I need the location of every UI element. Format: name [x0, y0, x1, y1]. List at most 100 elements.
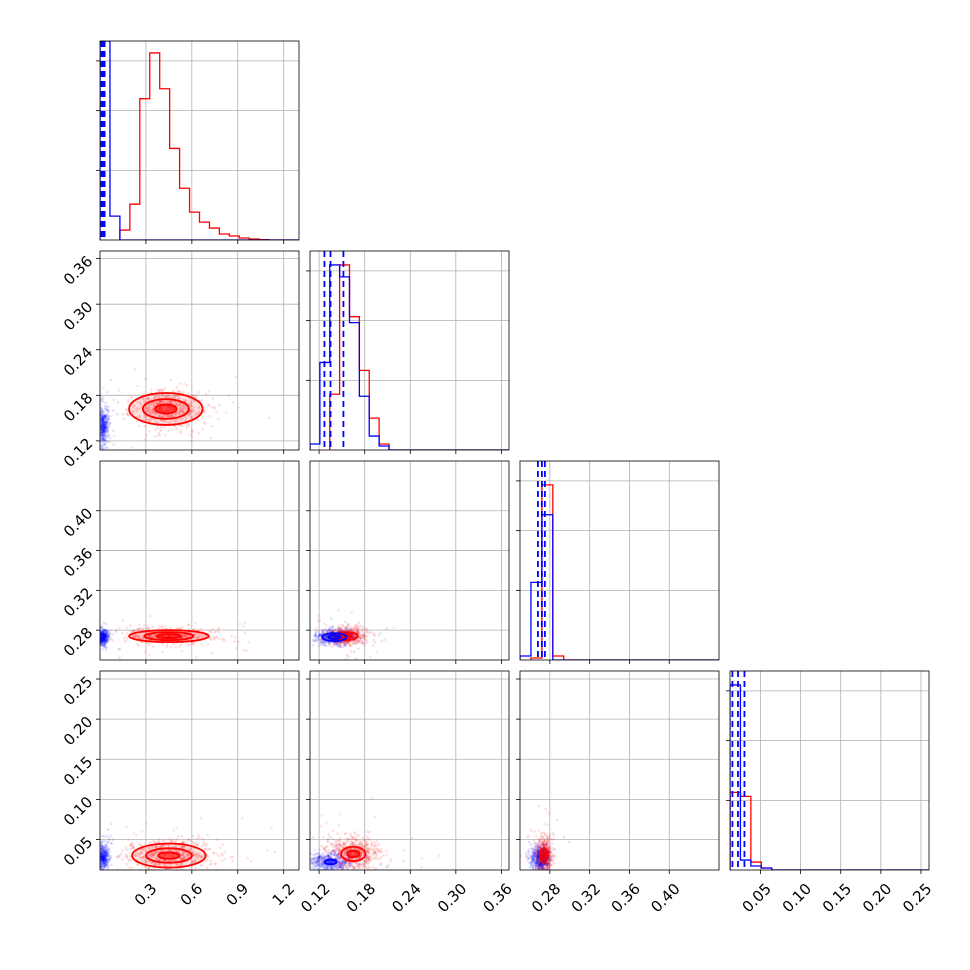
sample-point	[335, 642, 338, 645]
sample-point	[234, 376, 238, 379]
sample-point	[106, 634, 110, 637]
sample-point	[100, 434, 104, 437]
sample-point	[207, 847, 211, 851]
sample-point	[356, 628, 360, 631]
sample-point	[150, 855, 153, 858]
sample-point	[104, 430, 107, 433]
sample-point	[178, 645, 181, 648]
sample-point	[101, 418, 104, 422]
sample-point	[326, 628, 330, 632]
sample-point	[100, 424, 102, 427]
sample-point	[127, 865, 131, 869]
sample-point	[102, 429, 105, 432]
sample-point	[97, 457, 100, 460]
sample-point	[214, 630, 218, 633]
sample-point	[343, 643, 346, 647]
sample-point	[101, 416, 104, 419]
sample-point	[100, 858, 104, 861]
sample-point	[102, 426, 105, 430]
sample-point	[348, 643, 352, 646]
sample-point	[179, 406, 183, 410]
sample-point	[192, 853, 195, 857]
sample-point	[176, 627, 179, 630]
sample-point	[156, 402, 159, 406]
sample-point	[363, 845, 367, 848]
sample-point	[205, 848, 209, 851]
sample-point	[104, 637, 107, 641]
sample-point	[100, 427, 103, 431]
sample-point	[101, 858, 104, 862]
sample-point	[104, 852, 108, 855]
sample-point	[357, 863, 361, 867]
sample-point	[103, 865, 106, 868]
sample-point	[102, 635, 106, 638]
sample-point	[139, 632, 143, 635]
sample-point	[102, 638, 106, 642]
sample-point	[319, 825, 323, 828]
sample-point	[103, 635, 107, 638]
sample-point	[374, 815, 377, 819]
sample-point	[103, 634, 107, 637]
sample-point	[195, 856, 198, 859]
sample-point	[146, 409, 150, 412]
sample-point	[97, 436, 100, 439]
sample-point	[188, 412, 191, 416]
sample-point	[100, 861, 101, 864]
sample-point	[103, 639, 106, 642]
sample-point	[104, 424, 107, 428]
sample-point	[101, 855, 105, 858]
sample-point	[97, 642, 100, 645]
sample-point	[100, 416, 104, 419]
sample-point	[102, 640, 106, 644]
sample-point	[336, 853, 339, 857]
sample-point	[102, 435, 106, 438]
sample-point	[123, 640, 127, 643]
sample-point	[353, 625, 357, 629]
sample-point	[100, 436, 103, 440]
red-contour	[155, 633, 183, 640]
sample-point	[104, 438, 107, 442]
sample-point	[100, 425, 103, 429]
sample-point	[102, 853, 106, 857]
sample-point	[184, 634, 187, 638]
sample-point	[242, 624, 245, 628]
sample-point	[97, 424, 100, 427]
sample-point	[147, 429, 151, 433]
sample-point	[102, 422, 105, 426]
sample-point	[106, 430, 110, 434]
sample-point	[102, 634, 106, 637]
sample-point	[101, 845, 105, 849]
sample-point	[100, 632, 104, 635]
sample-point	[100, 845, 104, 848]
sample-point	[158, 845, 162, 849]
sample-point	[199, 633, 202, 637]
sample-point	[101, 632, 104, 636]
sample-point	[169, 413, 173, 417]
sample-point	[137, 636, 141, 639]
blue-samples	[96, 372, 120, 460]
sample-point	[356, 629, 360, 632]
sample-point	[100, 419, 103, 422]
sample-point	[111, 639, 114, 642]
sample-point	[363, 840, 366, 843]
sample-point	[100, 642, 104, 645]
sample-point	[100, 425, 103, 428]
sample-point	[147, 653, 151, 657]
sample-point	[101, 411, 104, 415]
sample-point	[103, 851, 107, 855]
sample-point	[363, 643, 366, 647]
sample-point	[135, 627, 139, 631]
sample-point	[177, 411, 181, 415]
sample-point	[103, 634, 107, 638]
sample-point	[163, 387, 167, 390]
sample-point	[189, 409, 193, 413]
sample-point	[180, 410, 184, 414]
sample-point	[177, 418, 180, 421]
sample-point	[323, 644, 327, 647]
sample-point	[331, 837, 335, 841]
sample-point	[102, 854, 106, 857]
sample-point	[101, 433, 104, 437]
sample-point	[97, 637, 100, 640]
sample-point	[351, 836, 355, 840]
sample-point	[96, 418, 99, 421]
